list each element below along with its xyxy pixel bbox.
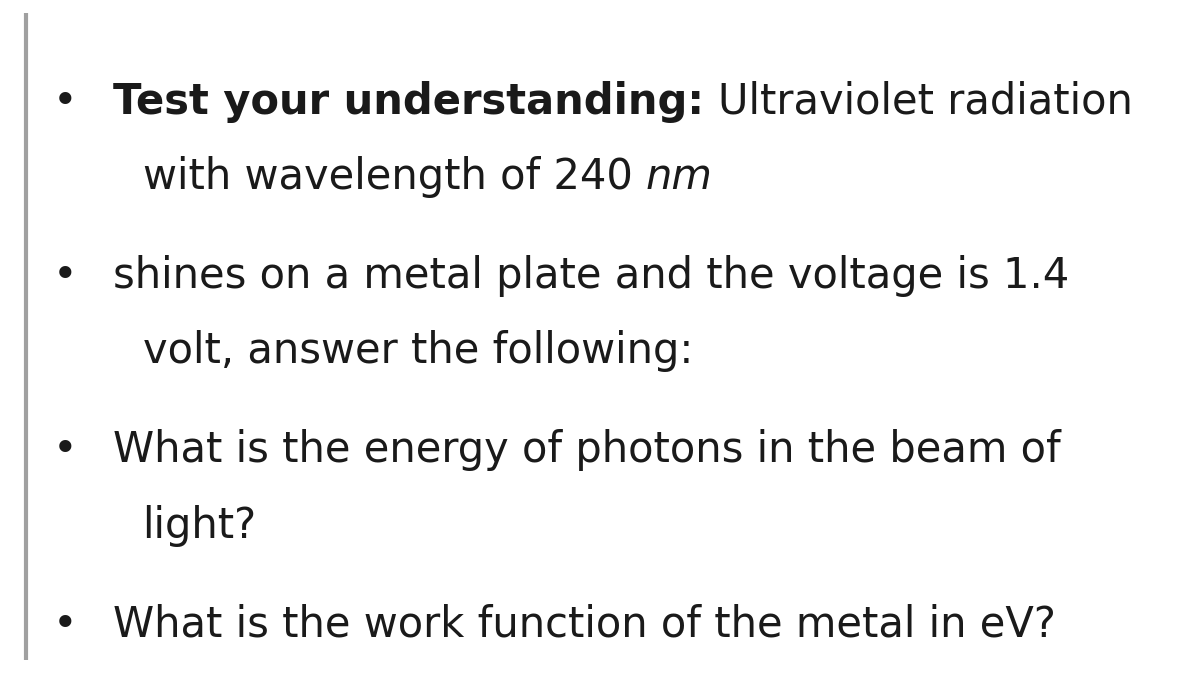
Text: What is the work function of the metal in eV?: What is the work function of the metal i… bbox=[113, 604, 1056, 645]
Text: •: • bbox=[53, 604, 77, 645]
Text: nm: nm bbox=[646, 156, 713, 198]
Text: •: • bbox=[53, 81, 77, 122]
Text: shines on a metal plate and the voltage is 1.4: shines on a metal plate and the voltage … bbox=[113, 255, 1069, 297]
Text: Ultraviolet radiation: Ultraviolet radiation bbox=[719, 81, 1133, 122]
Text: What is the energy of photons in the beam of: What is the energy of photons in the bea… bbox=[113, 429, 1061, 471]
Text: •: • bbox=[53, 255, 77, 297]
Text: •: • bbox=[53, 429, 77, 471]
Text: with wavelength of 240: with wavelength of 240 bbox=[143, 156, 646, 198]
Text: Test your understanding:: Test your understanding: bbox=[113, 81, 719, 122]
Text: light?: light? bbox=[143, 505, 257, 546]
Text: volt, answer the following:: volt, answer the following: bbox=[143, 330, 693, 372]
